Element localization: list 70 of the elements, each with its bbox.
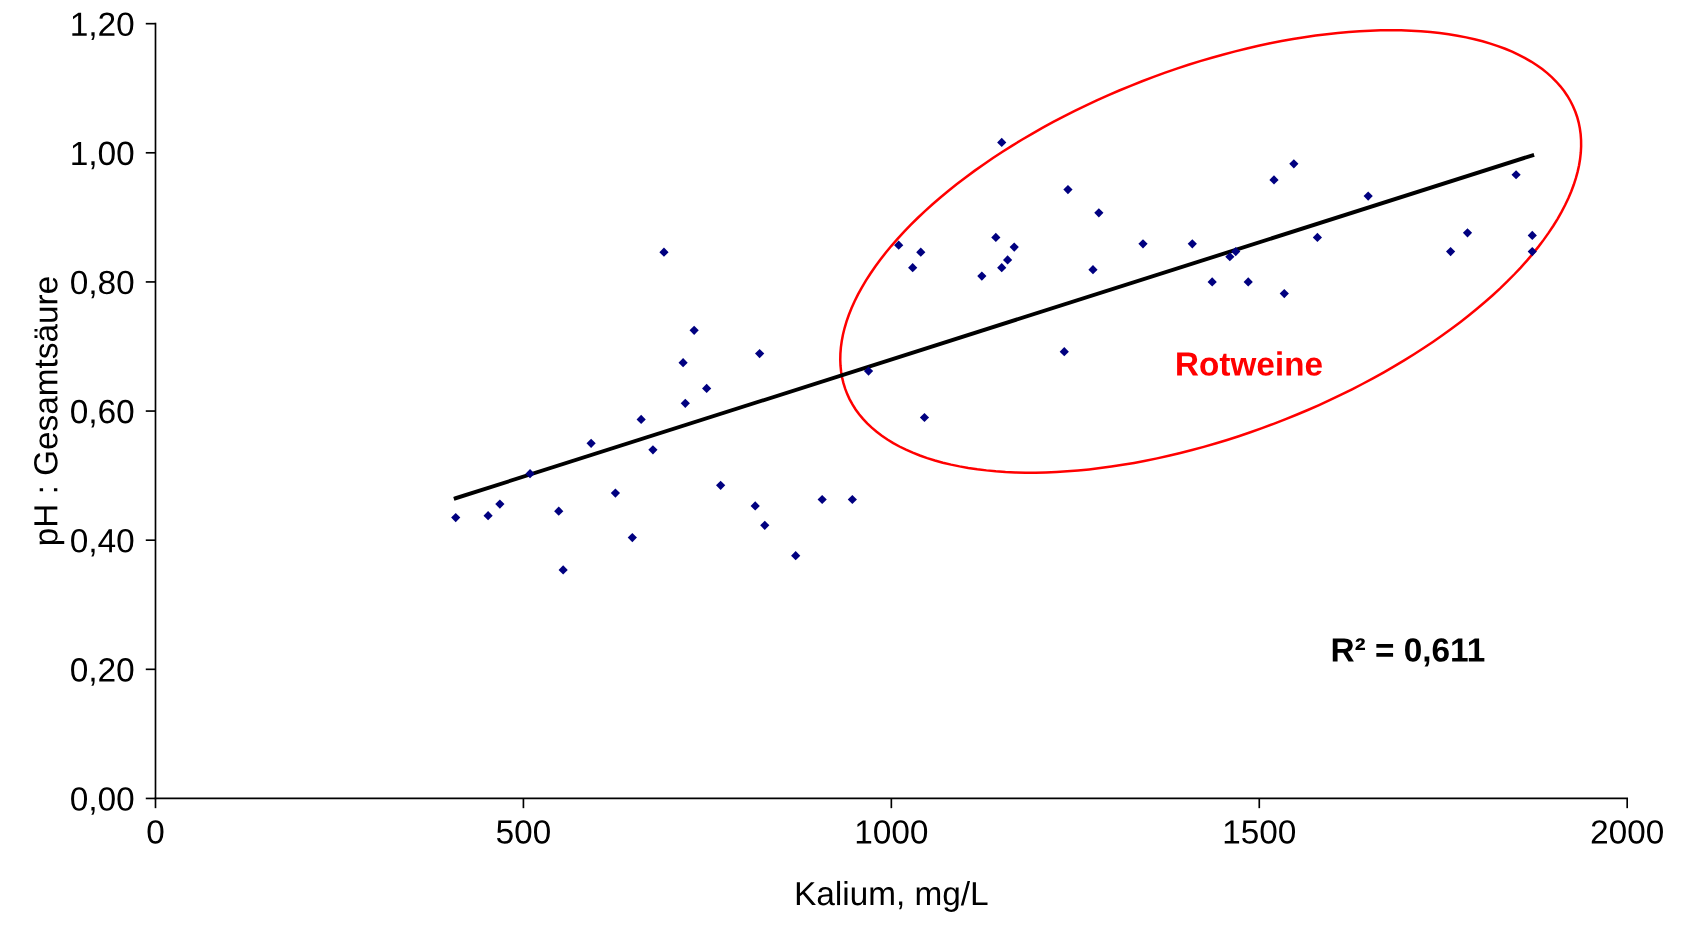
point xyxy=(863,366,874,376)
point xyxy=(847,494,857,505)
point xyxy=(1207,277,1217,287)
point xyxy=(1312,232,1323,242)
point xyxy=(977,271,987,281)
point xyxy=(483,511,493,521)
point xyxy=(1462,228,1473,238)
point xyxy=(659,247,669,257)
point xyxy=(894,240,904,250)
point xyxy=(1231,246,1241,257)
point xyxy=(908,263,918,273)
point xyxy=(525,469,535,479)
point xyxy=(750,501,760,511)
y-tick-label: 0,40 xyxy=(71,528,134,557)
point xyxy=(586,438,596,448)
point xyxy=(610,488,621,498)
point xyxy=(755,348,765,359)
x-tick-label: 2000 xyxy=(1591,820,1663,844)
y-tick-label: 1,20 xyxy=(72,12,134,41)
point xyxy=(760,520,770,530)
y-axis-title: pH : Gesamtsäure xyxy=(34,277,65,545)
point xyxy=(451,512,461,523)
point xyxy=(1003,255,1013,265)
point xyxy=(1279,288,1289,299)
point xyxy=(919,412,930,423)
x-axis-title: Kalium, mg/L xyxy=(796,880,988,912)
point xyxy=(678,358,688,368)
point xyxy=(1269,175,1279,185)
point xyxy=(636,414,646,425)
point xyxy=(495,499,505,509)
point xyxy=(1225,252,1235,262)
point xyxy=(648,445,658,455)
point xyxy=(1009,242,1019,252)
point xyxy=(916,247,926,257)
point xyxy=(627,533,637,543)
point xyxy=(1511,170,1521,180)
point xyxy=(1059,347,1069,357)
y-tick-label: 0,80 xyxy=(71,270,134,299)
point xyxy=(554,506,564,516)
x-tick-label: 500 xyxy=(496,820,550,844)
point xyxy=(1187,239,1197,249)
point xyxy=(997,263,1007,273)
point xyxy=(680,398,690,408)
point xyxy=(1363,191,1373,201)
point xyxy=(997,137,1007,148)
point xyxy=(1289,159,1299,169)
annotation: R² = 0,611 xyxy=(1332,638,1485,667)
point xyxy=(791,551,801,561)
y-tick-label: 1,00 xyxy=(72,141,134,170)
x-tick-label: 1500 xyxy=(1224,820,1296,844)
y-tick-label: 0,00 xyxy=(71,787,134,815)
point xyxy=(1138,239,1148,249)
point xyxy=(1094,208,1104,218)
point xyxy=(817,494,827,505)
point xyxy=(716,480,726,490)
point xyxy=(1243,277,1253,287)
point xyxy=(702,383,712,394)
point xyxy=(1445,246,1456,257)
point xyxy=(1063,185,1073,195)
point xyxy=(689,325,699,335)
point xyxy=(1527,246,1537,257)
x-tick-label: 1000 xyxy=(856,820,928,844)
point xyxy=(1527,230,1537,241)
y-tick-label: 0,20 xyxy=(71,658,134,686)
annotation: Rotweine xyxy=(1177,351,1322,376)
point xyxy=(1088,265,1098,275)
y-tick-label: 0,60 xyxy=(71,399,134,428)
point xyxy=(991,232,1001,242)
point xyxy=(558,565,568,575)
x-tick-label: 0 xyxy=(147,820,164,844)
